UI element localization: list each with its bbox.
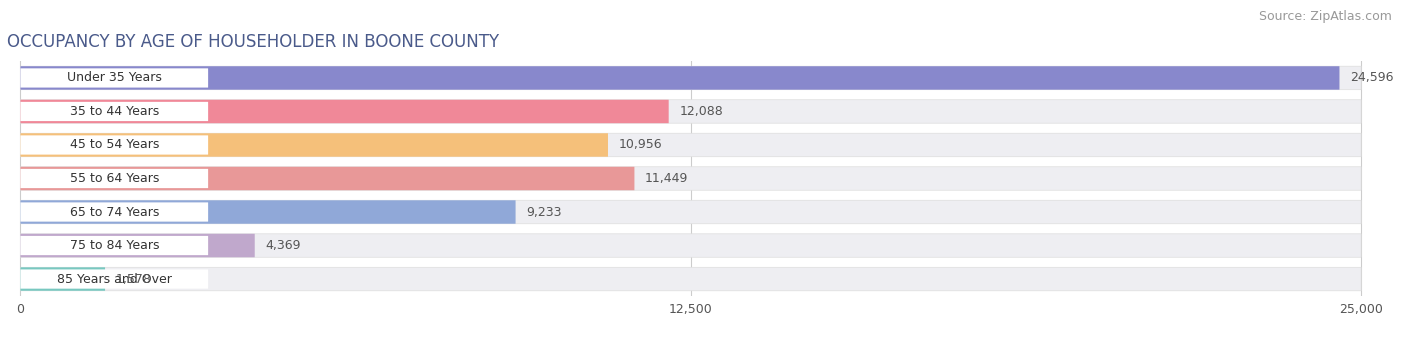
FancyBboxPatch shape: [21, 68, 208, 88]
Text: 24,596: 24,596: [1350, 71, 1393, 84]
Text: 12,088: 12,088: [679, 105, 723, 118]
FancyBboxPatch shape: [21, 234, 254, 257]
Text: 10,956: 10,956: [619, 138, 662, 152]
FancyBboxPatch shape: [21, 133, 1361, 157]
FancyBboxPatch shape: [21, 100, 1361, 123]
Text: 4,369: 4,369: [266, 239, 301, 252]
FancyBboxPatch shape: [21, 169, 208, 188]
Text: Source: ZipAtlas.com: Source: ZipAtlas.com: [1258, 10, 1392, 23]
FancyBboxPatch shape: [21, 269, 208, 289]
Text: 45 to 54 Years: 45 to 54 Years: [70, 138, 159, 152]
Text: Under 35 Years: Under 35 Years: [67, 71, 162, 84]
Text: 85 Years and Over: 85 Years and Over: [56, 273, 172, 286]
Text: OCCUPANCY BY AGE OF HOUSEHOLDER IN BOONE COUNTY: OCCUPANCY BY AGE OF HOUSEHOLDER IN BOONE…: [7, 33, 499, 51]
FancyBboxPatch shape: [21, 267, 1361, 291]
Text: 1,578: 1,578: [115, 273, 152, 286]
FancyBboxPatch shape: [21, 236, 208, 255]
FancyBboxPatch shape: [21, 234, 1361, 257]
FancyBboxPatch shape: [21, 135, 208, 155]
FancyBboxPatch shape: [21, 267, 105, 291]
Text: 11,449: 11,449: [645, 172, 689, 185]
Text: 65 to 74 Years: 65 to 74 Years: [70, 205, 159, 219]
FancyBboxPatch shape: [21, 167, 1361, 190]
FancyBboxPatch shape: [21, 202, 208, 222]
Text: 35 to 44 Years: 35 to 44 Years: [70, 105, 159, 118]
Text: 75 to 84 Years: 75 to 84 Years: [69, 239, 159, 252]
FancyBboxPatch shape: [21, 133, 607, 157]
FancyBboxPatch shape: [21, 102, 208, 121]
FancyBboxPatch shape: [21, 200, 516, 224]
Text: 55 to 64 Years: 55 to 64 Years: [70, 172, 159, 185]
FancyBboxPatch shape: [21, 100, 669, 123]
Text: 9,233: 9,233: [526, 205, 562, 219]
FancyBboxPatch shape: [21, 66, 1361, 90]
FancyBboxPatch shape: [21, 200, 1361, 224]
FancyBboxPatch shape: [21, 167, 634, 190]
FancyBboxPatch shape: [21, 66, 1340, 90]
